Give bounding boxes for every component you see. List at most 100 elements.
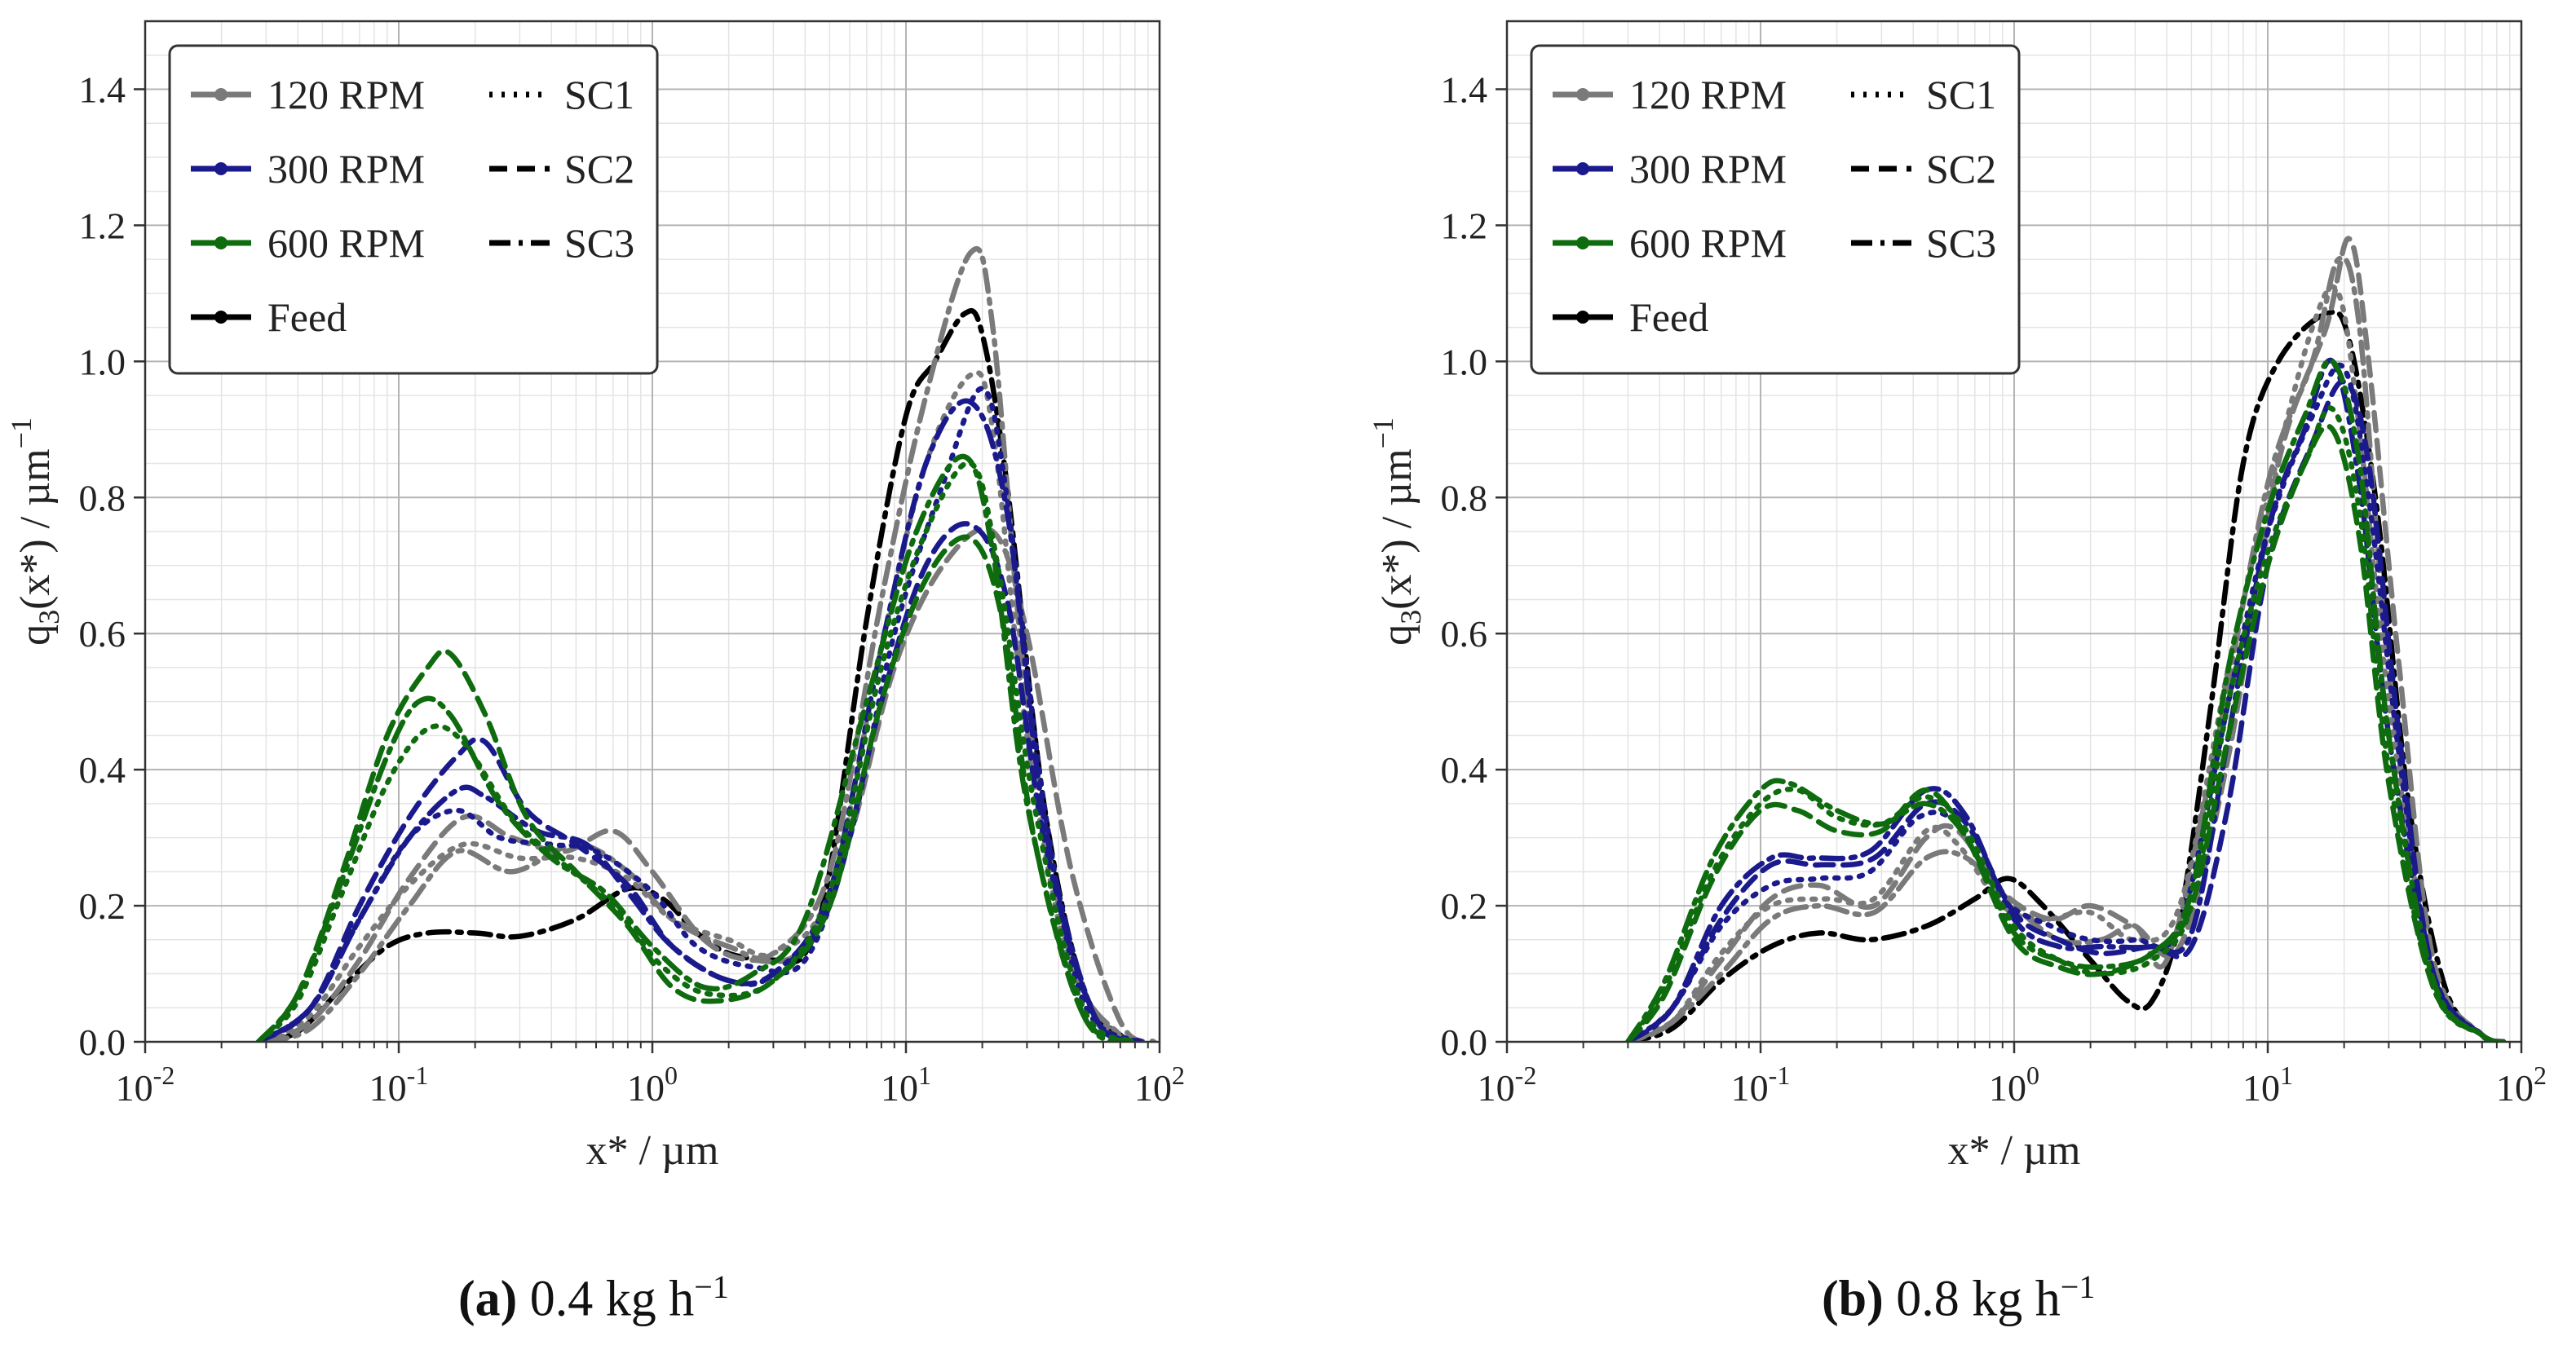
p1-series-600-rpm-sc3: [1625, 357, 2507, 1042]
p1-legend-color-marker: [1576, 236, 1589, 249]
p0-y-label-sub: 3: [33, 610, 65, 624]
p0-x-tick-label: 10-1: [369, 1061, 429, 1109]
p1-series-120-rpm-sc2: [1625, 236, 2507, 1042]
p1-y-label-q: q: [1374, 624, 1421, 646]
p1-x-tick-exp: 2: [2534, 1061, 2547, 1090]
p0-y-tick-label: 0.4: [79, 749, 126, 791]
p1-legend-style-label: SC1: [1926, 72, 1996, 117]
p0-legend-box: [168, 44, 659, 375]
p0-y-tick-label: 0.0: [79, 1021, 126, 1063]
p0-y-tick-label: 1.4: [79, 68, 126, 110]
p1-series-120-rpm-sc1: [1625, 284, 2507, 1042]
p0-legend-color-label: 120 RPM: [267, 72, 425, 117]
p0-series-300-rpm-sc3: [255, 398, 1145, 1042]
p1-x-tick-label: 10-1: [1731, 1061, 1791, 1109]
p0-y-tick-label: 1.0: [79, 341, 126, 382]
p1-legend-color-marker: [1576, 162, 1589, 175]
p1-legend-style-label: SC2: [1926, 146, 1996, 192]
p1-y-tick-label: 1.4: [1441, 68, 1488, 110]
p1-x-tick-exp: 0: [2026, 1061, 2039, 1090]
p0-x-tick-base: 10: [1134, 1067, 1172, 1109]
p1-series-group: [1625, 236, 2507, 1042]
p0-x-tick-exp: 1: [918, 1061, 931, 1090]
p1-x-tick-exp: 1: [2280, 1061, 2293, 1090]
caption-b: (b) 0.8 kg h−1: [1822, 1268, 2095, 1329]
p0-x-tick-label: 10-2: [116, 1061, 175, 1109]
p0-legend-color-label: 300 RPM: [267, 146, 425, 192]
p0-series-600-rpm-sc3: [255, 453, 1138, 1042]
p0-legend-color-marker: [214, 162, 228, 175]
p0-x-tick-label: 102: [1134, 1061, 1185, 1109]
p1-legend-color-marker: [1576, 88, 1589, 101]
p0-y-tick-label: 0.2: [79, 885, 126, 927]
p0-y-label-q: q: [12, 624, 59, 646]
p0-x-tick-label: 101: [881, 1061, 931, 1109]
p0-y-tick-label: 0.6: [79, 613, 126, 655]
p0-x-tick-exp: -2: [153, 1061, 175, 1090]
p0-x-axis-label: x* / µm: [586, 1127, 719, 1174]
p0-legend-color-marker: [214, 88, 228, 101]
p0-legend-style-label: SC2: [564, 146, 634, 192]
p0-x-tick-exp: 0: [665, 1061, 678, 1090]
p1-x-tick-label: 100: [1989, 1061, 2039, 1109]
p1-y-tick-label: 0.8: [1441, 477, 1488, 518]
p1-x-tick-exp: -2: [1515, 1061, 1537, 1090]
p1-legend-box: [1530, 44, 2021, 375]
p0-x-tick-base: 10: [369, 1067, 407, 1109]
p1-x-tick-label: 102: [2496, 1061, 2547, 1109]
p0-y-label-rest: (x*) / µm: [12, 448, 59, 610]
p1-legend-color-label: Feed: [1629, 294, 1708, 340]
p0-legend-color-label: Feed: [267, 294, 347, 340]
p1-y-tick-label: 1.2: [1441, 205, 1488, 246]
p1-y-tick-label: 1.0: [1441, 341, 1488, 382]
p0-legend-color-marker: [214, 311, 228, 324]
p1-x-tick-exp: -1: [1769, 1061, 1791, 1090]
panel-b: 10-2 10-1 100 101 1020.00.20.40.60.81.01.21.…: [1367, 20, 2547, 1174]
p1-x-tick-base: 10: [2496, 1067, 2534, 1109]
p0-legend-style-label: SC1: [564, 72, 634, 117]
p0-y-tick-label: 1.2: [79, 205, 126, 246]
p0-x-tick-base: 10: [881, 1067, 918, 1109]
p1-legend-style-label: SC3: [1926, 220, 1996, 266]
caption-a-label: (a): [458, 1271, 518, 1327]
p1-x-axis-label: x* / µm: [1948, 1127, 2081, 1174]
p1-legend-color-marker: [1576, 311, 1589, 324]
p1-x-tick-label: 101: [2242, 1061, 2293, 1109]
p0-x-tick-base: 10: [627, 1067, 665, 1109]
p1-series-300-rpm-sc1: [1625, 362, 2507, 1042]
p0-legend: 120 RPM SC1 300 RPM SC2 600 RPM SC3 Feed: [168, 44, 659, 375]
p1-y-label-exp: −1: [1367, 417, 1399, 448]
p0-series-group: [255, 246, 1157, 1042]
p0-x-tick-label: 100: [627, 1061, 678, 1109]
p1-y-label-rest: (x*) / µm: [1374, 448, 1421, 610]
caption-b-rate: 0.8 kg h: [1896, 1271, 2061, 1327]
p1-y-tick-label: 0.4: [1441, 749, 1488, 791]
p0-y-tick-label: 0.8: [79, 477, 126, 518]
caption-a-exp: −1: [694, 1268, 729, 1305]
p1-y-tick-label: 0.6: [1441, 613, 1488, 655]
p1-y-tick-label: 0.2: [1441, 885, 1488, 927]
p1-legend-color-label: 300 RPM: [1629, 146, 1787, 192]
p1-y-axis-label: q3(x*) / µm−1: [1367, 417, 1427, 646]
caption-a: (a) 0.4 kg h−1: [458, 1268, 729, 1329]
p0-legend-color-label: 600 RPM: [267, 220, 425, 266]
caption-b-exp: −1: [2060, 1268, 2096, 1305]
p1-x-tick-base: 10: [1989, 1067, 2026, 1109]
p1-legend: 120 RPM SC1 300 RPM SC2 600 RPM SC3 Feed: [1530, 44, 2021, 375]
caption-b-label: (b): [1822, 1271, 1884, 1327]
p1-x-tick-base: 10: [2242, 1067, 2280, 1109]
panel-a: 10-2 10-1 100 101 1020.00.20.40.60.81.01.21.…: [5, 20, 1185, 1174]
caption-a-rate: 0.4 kg h: [529, 1271, 695, 1327]
p1-series-feed-sc3: [1625, 309, 2507, 1042]
p0-x-tick-base: 10: [116, 1067, 153, 1109]
p0-legend-color-marker: [214, 236, 228, 249]
p1-series-300-rpm-sc2: [1625, 379, 2507, 1042]
p1-legend-color-label: 120 RPM: [1629, 72, 1787, 117]
p0-legend-style-label: SC3: [564, 220, 634, 266]
p0-y-label-exp: −1: [5, 417, 38, 448]
p0-series-600-rpm-sc1: [255, 460, 1138, 1042]
p1-x-tick-base: 10: [1478, 1067, 1515, 1109]
p0-y-axis-label: q3(x*) / µm−1: [5, 417, 65, 646]
p0-x-tick-exp: 2: [1172, 1061, 1185, 1090]
p1-y-label-sub: 3: [1394, 610, 1427, 624]
